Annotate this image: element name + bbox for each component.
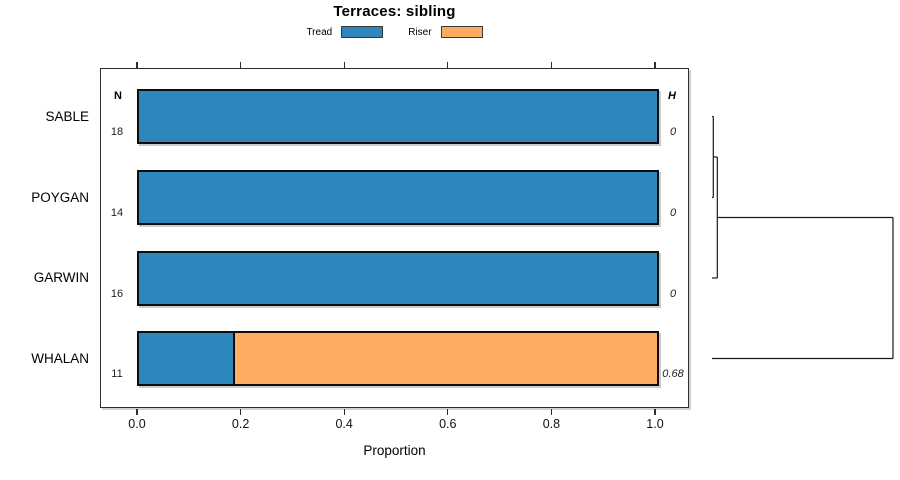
stacked-bar-sable: [137, 89, 659, 144]
h-value-garwin: 0: [669, 287, 677, 300]
x-tick-label: 0.6: [439, 417, 457, 431]
bar-segment-riser: [233, 333, 657, 384]
stacked-bar-poygan: [137, 170, 659, 225]
h-value-poygan: 0: [669, 207, 677, 219]
x-tick-label: 0.2: [231, 417, 250, 431]
bar-segment-tread: [139, 333, 234, 384]
h-value-whalan: 0.68: [662, 368, 684, 380]
n-value-garwin: 16: [110, 287, 124, 300]
x-tick-label: 0.8: [542, 417, 561, 431]
plot-area: [100, 68, 689, 408]
bar-segment-tread: [139, 172, 657, 223]
x-tick-top: [447, 61, 449, 68]
x-tick-top: [654, 61, 656, 68]
n-value-whalan: 11: [111, 368, 123, 380]
legend-swatch-riser: [440, 26, 483, 38]
legend: Tread Riser: [100, 23, 689, 41]
chart-title: Terraces: sibling: [333, 3, 456, 20]
x-tick-top: [550, 61, 553, 68]
x-tick-bottom: [550, 408, 553, 415]
category-label-whalan: WHALAN: [31, 350, 89, 366]
x-tick-top: [343, 61, 345, 68]
x-tick-bottom: [654, 408, 656, 415]
category-label-sable: SABLE: [45, 108, 89, 124]
legend-item-riser: Riser: [408, 26, 483, 38]
x-tick-label: 1.0: [646, 417, 664, 431]
stacked-bar-whalan: [137, 331, 659, 386]
x-tick-label: 0.0: [128, 417, 146, 431]
x-tick-label: 0.4: [335, 417, 353, 431]
bar-segment-tread: [139, 252, 657, 304]
x-tick-bottom: [239, 408, 242, 415]
legend-item-tread: Tread: [306, 26, 384, 38]
x-tick-bottom: [136, 408, 138, 415]
h-value-sable: 0: [669, 126, 677, 138]
n-value-sable: 18: [110, 126, 124, 138]
category-label-poygan: POYGAN: [31, 189, 89, 205]
n-column-header: N: [114, 90, 122, 102]
legend-label: Riser: [408, 26, 432, 38]
legend-label: Tread: [306, 26, 333, 38]
x-tick-top: [136, 61, 138, 68]
x-axis-label: Proportion: [363, 443, 426, 458]
category-label-garwin: GARWIN: [33, 270, 89, 285]
x-tick-bottom: [447, 408, 449, 415]
legend-swatch-tread: [341, 26, 384, 38]
h-column-header: H: [668, 90, 676, 102]
stacked-bar-garwin: [137, 250, 659, 306]
bar-segment-tread: [139, 91, 657, 142]
n-value-poygan: 14: [110, 207, 124, 219]
x-tick-top: [239, 61, 242, 68]
x-tick-bottom: [343, 408, 345, 415]
